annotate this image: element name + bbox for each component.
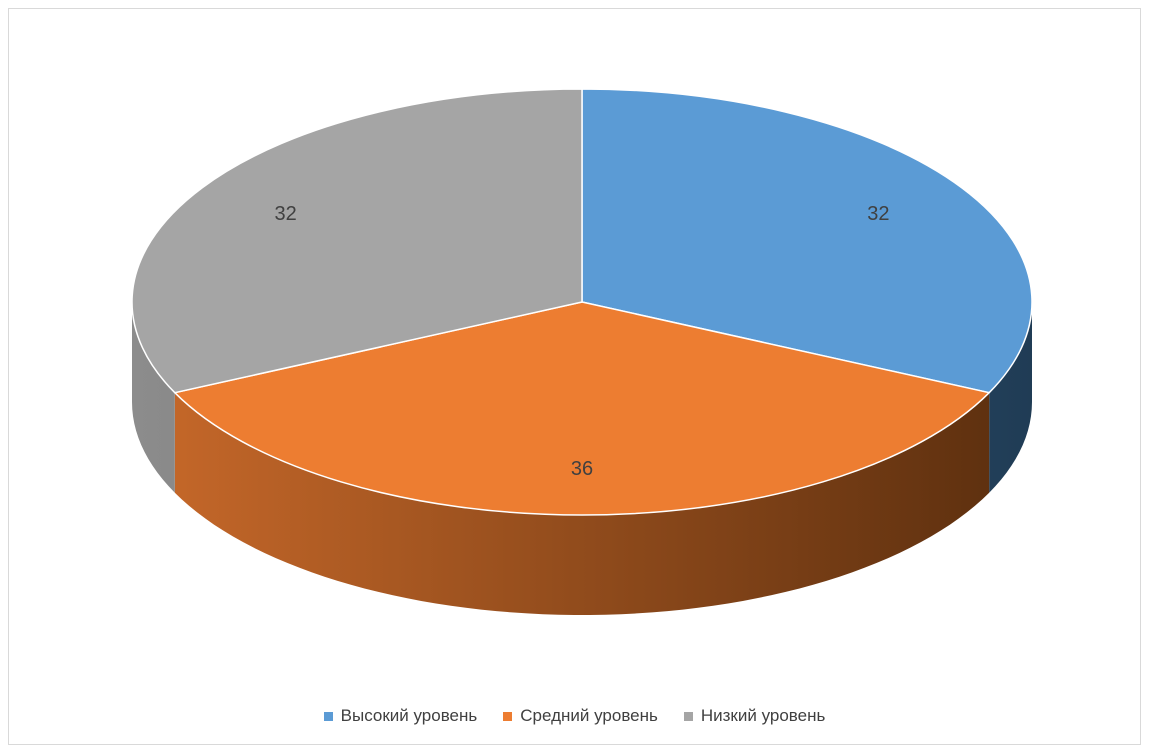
legend-item-high: Высокий уровень — [323, 706, 478, 726]
legend-swatch-low — [683, 711, 693, 721]
slice-medium — [174, 301, 990, 516]
pie-labels: 32 36 32 — [274, 203, 889, 480]
legend-label-medium: Средний уровень — [520, 706, 658, 725]
chart-legend: Высокий уровень Средний уровень Низкий у… — [0, 706, 1149, 726]
slice-high — [581, 88, 1033, 394]
data-label-high: 32 — [867, 203, 889, 225]
legend-item-low: Низкий уровень — [683, 706, 826, 726]
pie-tops — [131, 88, 1033, 516]
legend-item-medium: Средний уровень — [503, 706, 658, 726]
legend-swatch-medium — [503, 711, 513, 721]
slice-low — [131, 88, 583, 394]
legend-swatch-high — [323, 711, 333, 721]
data-label-low: 32 — [274, 203, 296, 225]
legend-label-high: Высокий уровень — [340, 706, 478, 725]
data-label-medium: 36 — [571, 458, 593, 480]
slice-side-medium — [174, 392, 990, 615]
legend-label-low: Низкий уровень — [700, 706, 826, 725]
